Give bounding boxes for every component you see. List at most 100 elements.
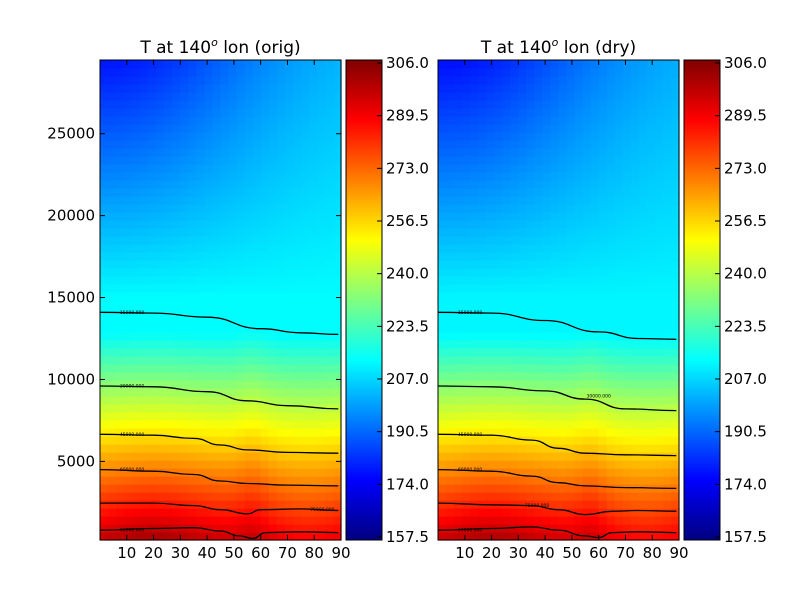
heatmap-cell xyxy=(308,476,318,485)
heatmap-cell xyxy=(316,316,326,325)
heatmap-cell xyxy=(646,428,656,437)
heatmap-cell xyxy=(622,324,632,333)
heatmap-cell xyxy=(332,324,342,333)
heatmap-cell xyxy=(300,508,310,517)
heatmap-cell xyxy=(276,500,286,509)
heatmap-cell xyxy=(638,100,648,109)
heatmap-cell xyxy=(614,60,624,69)
heatmap-cell xyxy=(292,460,302,469)
heatmap-cell xyxy=(284,140,294,149)
heatmap-cell xyxy=(526,132,535,141)
heatmap-cell xyxy=(244,212,254,221)
heatmap-cell xyxy=(108,500,117,509)
heatmap-cell xyxy=(116,364,125,373)
heatmap-cell xyxy=(268,444,278,453)
heatmap-cell xyxy=(228,260,238,269)
heatmap-cell xyxy=(252,148,262,157)
heatmap-cell xyxy=(148,300,157,309)
heatmap-cell xyxy=(124,444,133,453)
heatmap-cell xyxy=(244,84,254,93)
heatmap-cell xyxy=(140,116,149,125)
heatmap-cell xyxy=(502,444,511,453)
heatmap-cell xyxy=(260,92,270,101)
heatmap-cell xyxy=(276,300,286,309)
heatmap-cell xyxy=(172,484,181,493)
heatmap-cell xyxy=(566,236,576,245)
heatmap-cell xyxy=(276,180,286,189)
heatmap-cell xyxy=(100,492,109,501)
heatmap-cell xyxy=(316,508,326,517)
contour-line-75000.000 xyxy=(437,502,677,516)
heatmap-cell xyxy=(212,420,222,429)
heatmap-cell xyxy=(300,108,310,117)
heatmap-cell xyxy=(614,236,624,245)
heatmap-cell xyxy=(558,396,568,405)
heatmap-cell xyxy=(124,364,133,373)
heatmap-cell xyxy=(462,132,471,141)
heatmap-cell xyxy=(614,316,624,325)
heatmap-cell xyxy=(614,100,624,109)
heatmap-cell xyxy=(606,116,616,125)
heatmap-cell xyxy=(454,356,463,365)
heatmap-cell xyxy=(438,92,447,101)
heatmap-cell xyxy=(180,292,189,301)
heatmap-cell xyxy=(292,276,302,285)
heatmap-cell xyxy=(502,412,511,421)
heatmap-cell xyxy=(268,148,278,157)
heatmap-cell xyxy=(116,300,125,309)
heatmap-cell xyxy=(598,100,608,109)
heatmap-cell xyxy=(478,156,487,165)
heatmap-cell xyxy=(638,340,648,349)
heatmap-cell xyxy=(100,148,109,157)
heatmap-cell xyxy=(116,164,125,173)
heatmap-cell xyxy=(220,172,230,181)
heatmap-cell xyxy=(228,148,238,157)
heatmap-cell xyxy=(494,484,503,493)
heatmap-cell xyxy=(638,92,648,101)
heatmap-cell xyxy=(502,348,511,357)
heatmap-cell xyxy=(100,476,109,485)
heatmap-cell xyxy=(598,124,608,133)
heatmap-cell xyxy=(446,332,455,341)
heatmap-cell xyxy=(228,284,238,293)
heatmap-cell xyxy=(316,100,326,109)
heatmap-cell xyxy=(654,220,664,229)
heatmap-cell xyxy=(276,484,286,493)
heatmap-cell xyxy=(260,452,270,461)
heatmap-cell xyxy=(276,268,286,277)
heatmap-cell xyxy=(542,124,552,133)
heatmap-cell xyxy=(188,156,197,165)
heatmap-cell xyxy=(518,308,527,317)
heatmap-cell xyxy=(526,468,535,477)
heatmap-cell xyxy=(260,220,270,229)
heatmap-cell xyxy=(454,316,463,325)
heatmap-cell xyxy=(124,148,133,157)
heatmap-cell xyxy=(268,124,278,133)
heatmap-cell xyxy=(502,140,511,149)
heatmap-cell xyxy=(542,228,552,237)
heatmap-cell xyxy=(148,180,157,189)
heatmap-cell xyxy=(148,476,157,485)
heatmap-cell xyxy=(526,324,535,333)
heatmap-cell xyxy=(590,388,600,397)
heatmap-cell xyxy=(132,460,141,469)
heatmap-cell xyxy=(332,492,342,501)
heatmap-cell xyxy=(446,524,455,533)
heatmap-cell xyxy=(292,532,302,541)
heatmap-cell xyxy=(276,172,286,181)
heatmap-cell xyxy=(622,300,632,309)
heatmap-cell xyxy=(148,404,157,413)
heatmap-cell xyxy=(526,380,535,389)
heatmap-cell xyxy=(638,348,648,357)
heatmap-cell xyxy=(494,188,503,197)
heatmap-cell xyxy=(116,420,125,429)
colorbar-tick-label: 207.0 xyxy=(386,370,429,388)
heatmap-cell xyxy=(478,452,487,461)
heatmap-cell xyxy=(108,212,117,221)
heatmap-cell xyxy=(284,356,294,365)
heatmap-cell xyxy=(550,108,560,117)
heatmap-cell xyxy=(438,412,447,421)
heatmap-cell xyxy=(558,84,568,93)
heatmap-cell xyxy=(100,100,109,109)
heatmap-cell xyxy=(148,460,157,469)
